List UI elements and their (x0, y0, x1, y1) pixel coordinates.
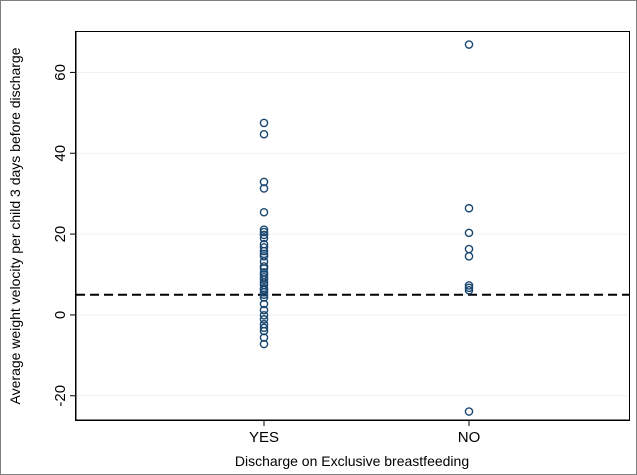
data-point (464, 228, 474, 238)
data-point (259, 326, 269, 336)
data-point (259, 177, 269, 187)
data-point (259, 227, 269, 237)
data-point (259, 311, 269, 320)
x-axis-title: Discharge on Exclusive breastfeeding (235, 453, 469, 469)
data-point (259, 225, 269, 234)
data-point (259, 252, 269, 261)
data-point (464, 407, 474, 416)
y-axis-title: Average weight velocity per child 3 days… (7, 47, 23, 404)
data-point (464, 252, 474, 261)
data-point (464, 285, 474, 295)
data-points (259, 40, 474, 416)
gridlines (77, 71, 628, 397)
data-point (259, 323, 269, 333)
data-point (259, 290, 269, 300)
y-tick-label: 60 (52, 64, 69, 81)
data-point (464, 40, 474, 49)
data-point (464, 203, 474, 213)
x-tick-label: YES (249, 429, 279, 446)
x-tick-label: NO (458, 429, 481, 446)
y-tick-label: 20 (52, 226, 69, 243)
x-axis: YES NO (76, 419, 629, 446)
data-point (259, 299, 269, 309)
data-point (259, 233, 269, 243)
plot-area (75, 31, 630, 421)
data-point (259, 264, 269, 273)
data-point (259, 118, 269, 128)
data-point (464, 281, 474, 290)
data-point (259, 243, 269, 252)
y-tick-label: 0 (52, 311, 69, 319)
data-point (259, 207, 269, 217)
data-point (259, 339, 269, 349)
data-point (259, 230, 269, 240)
y-tick-label: 40 (52, 145, 69, 162)
y-tick-label: -20 (52, 385, 69, 407)
y-axis: -20 0 20 40 60 (52, 32, 77, 420)
data-point (464, 283, 474, 293)
data-point (259, 333, 269, 342)
data-point (259, 287, 269, 297)
data-point (259, 293, 269, 302)
data-point (259, 315, 269, 324)
data-point (259, 184, 269, 193)
data-point (259, 129, 269, 139)
data-point (259, 246, 269, 256)
data-point (259, 305, 269, 315)
data-point (259, 275, 269, 285)
